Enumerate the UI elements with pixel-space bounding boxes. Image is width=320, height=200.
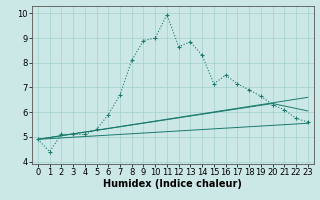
X-axis label: Humidex (Indice chaleur): Humidex (Indice chaleur) [103, 179, 242, 189]
